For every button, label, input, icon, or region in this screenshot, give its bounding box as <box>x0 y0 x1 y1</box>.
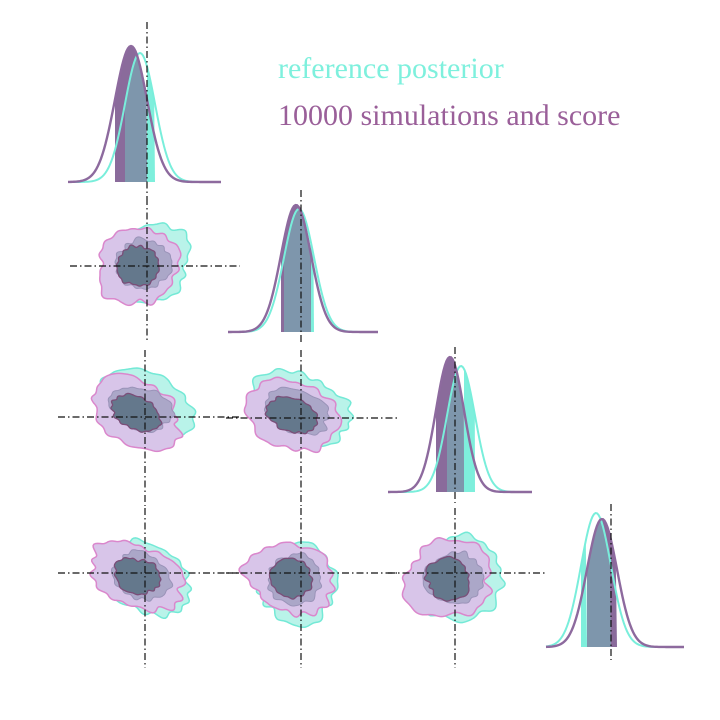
kde-band-overlap <box>284 209 311 332</box>
diag-panel-1 <box>67 22 221 198</box>
contour-panel-r4c2 <box>226 508 398 668</box>
contour-core-overlap <box>113 556 162 596</box>
diag-panel-2 <box>227 190 378 345</box>
kde-band-overlap <box>125 55 147 182</box>
contour-core-overlap <box>423 555 470 602</box>
contour-panel-r3c1 <box>58 350 240 506</box>
diag-panel-3 <box>388 347 532 503</box>
contour-core-overlap <box>264 395 319 435</box>
kde-curve-score <box>388 355 532 494</box>
kde-band-overlap <box>447 372 464 492</box>
contour-core-overlap <box>110 392 163 433</box>
kde-band-overlap <box>587 519 611 647</box>
kde-curve-score <box>67 44 221 184</box>
diag-panel-4 <box>545 504 684 660</box>
contour-panel-r4c1 <box>58 508 240 668</box>
kde-band-reference <box>464 368 475 492</box>
contour-panel-r4c3 <box>388 508 545 668</box>
kde-curve-score <box>227 203 378 334</box>
contour-panel-r2c1 <box>70 198 240 342</box>
kde-band-reference <box>581 540 587 647</box>
contour-core-overlap <box>115 244 160 287</box>
kde-curve-score <box>545 517 684 649</box>
contour-panel-r3c2 <box>226 350 398 506</box>
